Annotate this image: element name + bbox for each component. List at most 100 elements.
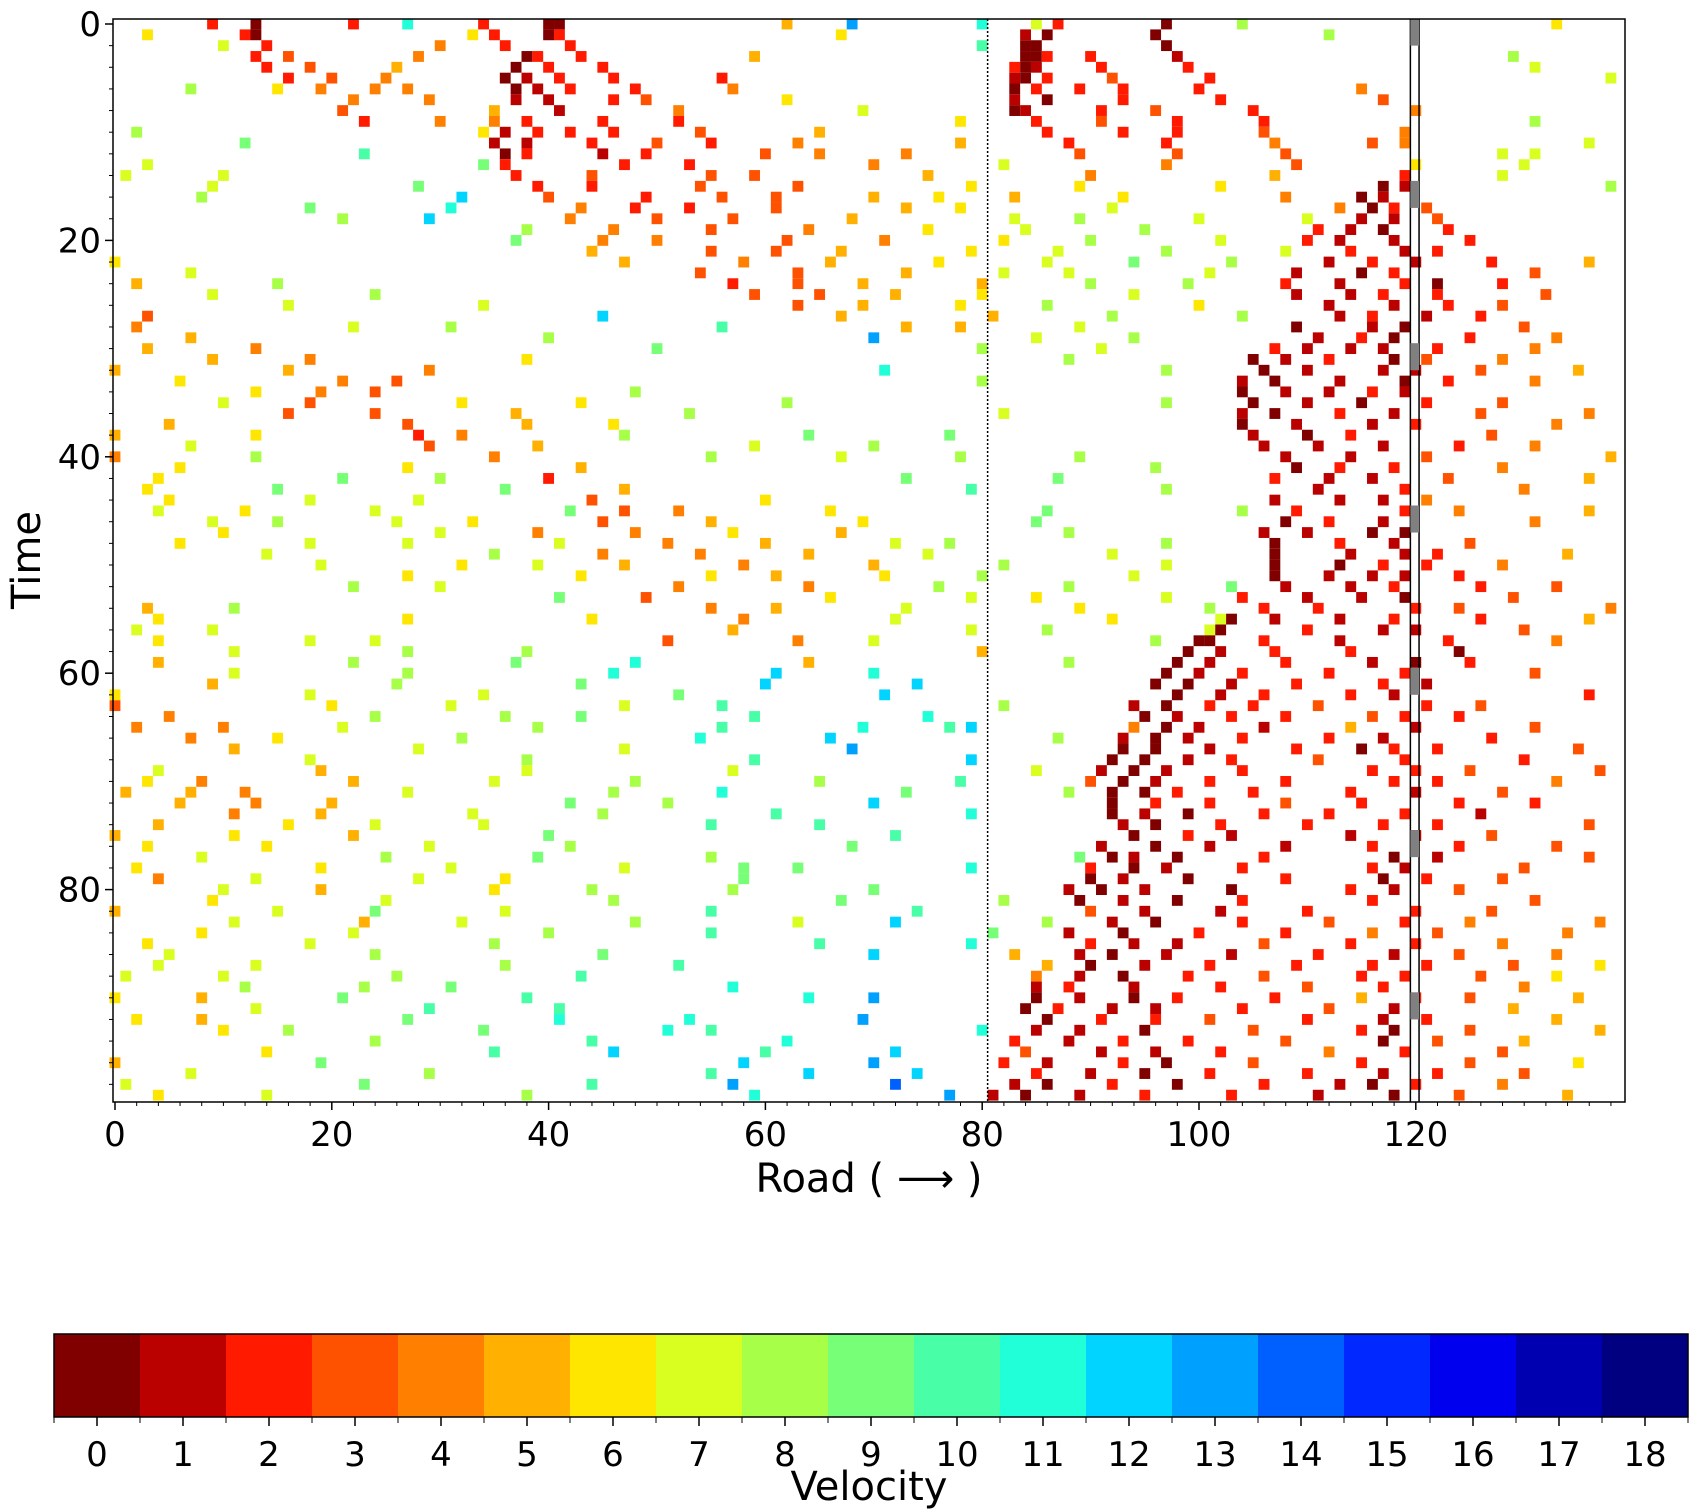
heatmap-cell <box>337 375 349 387</box>
heatmap-cell <box>575 970 587 982</box>
heatmap-cell <box>315 386 327 398</box>
heatmap-cell <box>1291 159 1302 171</box>
heatmap-cell <box>792 267 804 279</box>
colorbar-swatch <box>1172 1334 1259 1417</box>
heatmap-cell <box>1236 505 1248 517</box>
heatmap-cell <box>1432 278 1443 290</box>
colorbar-tick-label: 17 <box>1537 1435 1580 1475</box>
x-tick-label: 0 <box>104 1115 126 1155</box>
heatmap-cell <box>1009 1078 1021 1090</box>
heatmap-cell <box>564 40 576 52</box>
heatmap-cell <box>705 1024 717 1036</box>
heatmap-cell <box>1041 299 1053 311</box>
heatmap-cell <box>413 180 424 192</box>
heatmap-cell <box>608 224 620 235</box>
heatmap-cell <box>358 1078 370 1090</box>
heatmap-cell <box>1020 61 1031 73</box>
heatmap-cell <box>1399 667 1411 679</box>
heatmap-cell <box>1215 819 1227 831</box>
heatmap-cell <box>868 191 880 203</box>
heatmap-cell <box>1193 635 1205 647</box>
heatmap-cell <box>228 646 240 657</box>
heatmap-cell <box>1009 213 1021 225</box>
heatmap-cell <box>868 559 880 571</box>
heatmap-cell <box>250 343 262 355</box>
heatmap-cell <box>738 559 750 571</box>
heatmap-cell <box>1074 970 1086 982</box>
heatmap-cell <box>1583 689 1595 701</box>
heatmap-cell <box>955 775 966 787</box>
heatmap-cell <box>1171 851 1183 863</box>
heatmap-cell <box>1377 180 1389 192</box>
colorbar-tick-label: 15 <box>1365 1435 1408 1475</box>
heatmap-cell <box>1551 332 1563 344</box>
heatmap-cell <box>1475 581 1487 593</box>
heatmap-cell <box>1529 148 1541 160</box>
heatmap-cell <box>1583 473 1595 484</box>
heatmap-cell <box>1041 51 1053 62</box>
heatmap-cell <box>1150 916 1162 928</box>
heatmap-cell <box>1388 267 1400 279</box>
heatmap-cell <box>1367 927 1378 939</box>
heatmap-cell <box>1507 959 1519 971</box>
heatmap-cell <box>1171 711 1183 722</box>
heatmap-cell <box>1247 700 1259 712</box>
heatmap-cell <box>304 61 316 73</box>
colorbar-tick-label: 4 <box>430 1435 452 1475</box>
heatmap-cell <box>1301 1068 1313 1079</box>
heatmap-cell <box>185 440 197 452</box>
heatmap-cell <box>1150 1046 1162 1058</box>
heatmap-cell <box>1139 905 1151 917</box>
heatmap-cell <box>1117 1035 1129 1047</box>
heatmap-cell <box>1388 1024 1400 1036</box>
heatmap-cell <box>1258 938 1270 950</box>
heatmap-cell <box>488 884 500 896</box>
heatmap-cell <box>543 830 555 841</box>
heatmap-cell <box>228 916 240 928</box>
heatmap-cell <box>521 148 533 160</box>
colorbar-swatch <box>828 1334 915 1417</box>
gap-block <box>1410 343 1420 371</box>
heatmap-cell <box>705 170 717 181</box>
heatmap-cell <box>1247 397 1259 409</box>
heatmap-cell <box>272 278 284 290</box>
heatmap-cell <box>1334 559 1346 571</box>
colorbar-tick-label: 0 <box>86 1435 108 1475</box>
heatmap-cell <box>1030 516 1042 528</box>
heatmap-cell <box>1258 1078 1270 1090</box>
heatmap-cell <box>1312 1089 1324 1101</box>
colorbar-tick-label: 14 <box>1279 1435 1322 1475</box>
heatmap-cell <box>1399 916 1411 928</box>
heatmap-cell <box>608 94 620 106</box>
heatmap-cell <box>131 278 143 290</box>
heatmap-cell <box>673 581 685 593</box>
heatmap-cell <box>1182 970 1194 982</box>
heatmap-cell <box>1486 429 1498 441</box>
heatmap-cell <box>207 678 218 690</box>
heatmap-cell <box>846 18 858 30</box>
heatmap-cell <box>651 137 663 149</box>
heatmap-cell <box>1301 981 1313 993</box>
heatmap-cell <box>629 202 641 214</box>
heatmap-cell <box>1388 851 1400 863</box>
colorbar-swatch <box>1430 1334 1517 1417</box>
heatmap-cell <box>250 1003 262 1015</box>
heatmap-cell <box>1226 581 1237 593</box>
heatmap-cell <box>1117 83 1129 95</box>
heatmap-cell <box>152 1089 164 1101</box>
heatmap-cell <box>564 213 576 225</box>
heatmap-cell <box>1399 170 1411 181</box>
heatmap-cell <box>499 483 511 495</box>
heatmap-cell <box>1096 840 1107 852</box>
heatmap-cell <box>890 537 901 549</box>
heatmap-cell <box>1085 775 1097 787</box>
heatmap-cell <box>1367 527 1378 538</box>
heatmap-cell <box>467 808 479 820</box>
heatmap-cell <box>369 905 381 917</box>
heatmap-cell <box>1301 1014 1313 1025</box>
heatmap-cell <box>1323 516 1335 528</box>
heatmap-cell <box>727 83 739 95</box>
colorbar-swatch <box>312 1334 399 1417</box>
heatmap-cell <box>1388 537 1400 549</box>
heatmap-cell <box>1410 1078 1422 1090</box>
